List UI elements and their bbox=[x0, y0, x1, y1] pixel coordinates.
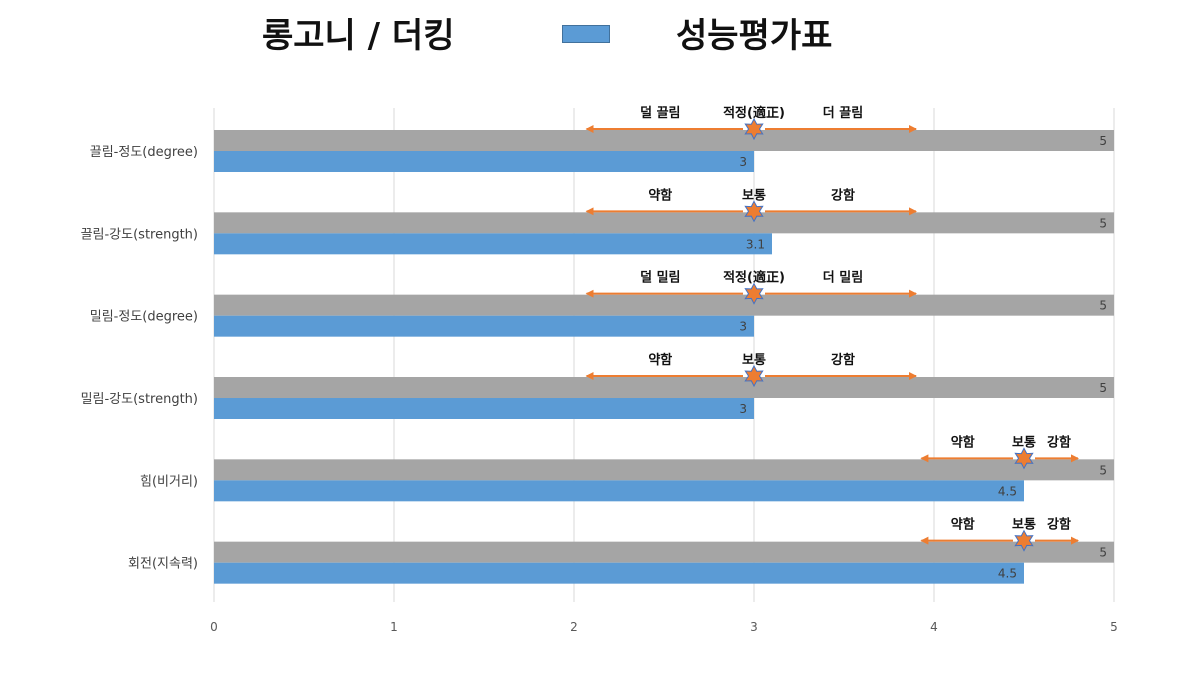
data-label-max: 5 bbox=[1099, 299, 1107, 313]
annotation-center-label: 적정(適正) bbox=[723, 105, 785, 121]
annotation-left-label: 약함 bbox=[648, 352, 672, 368]
data-label-max: 5 bbox=[1099, 134, 1107, 148]
data-label-max: 5 bbox=[1099, 463, 1107, 477]
annotation-center-label: 보통 bbox=[742, 353, 766, 368]
category-label: 끌림-강도(strength) bbox=[81, 227, 198, 242]
annotation-left-label: 약함 bbox=[951, 517, 975, 533]
annotation-center-label: 보통 bbox=[1012, 435, 1036, 450]
x-tick-label: 5 bbox=[1110, 620, 1118, 634]
bar-value bbox=[214, 233, 772, 255]
data-label-max: 5 bbox=[1099, 381, 1107, 395]
category-label: 끌림-정도(degree) bbox=[90, 145, 198, 160]
bar-max bbox=[214, 459, 1114, 481]
annotation-star bbox=[744, 282, 764, 305]
annotation-left-label: 덜 끌림 bbox=[640, 105, 680, 121]
bar-value bbox=[214, 398, 754, 419]
data-label-value: 4.5 bbox=[998, 484, 1017, 498]
data-label-value: 3.1 bbox=[746, 237, 765, 251]
bar-value bbox=[214, 562, 1024, 584]
annotation-center-label: 적정(適正) bbox=[723, 270, 785, 286]
annotation-star bbox=[744, 200, 764, 223]
annotation-star bbox=[744, 364, 764, 388]
bar-max bbox=[214, 130, 1114, 151]
data-label-max: 5 bbox=[1099, 546, 1107, 560]
chart-title-right: 성능평가표 bbox=[676, 16, 833, 56]
data-label-value: 3 bbox=[739, 320, 747, 334]
annotation-center-label: 보통 bbox=[742, 188, 766, 203]
legend-swatch bbox=[562, 25, 610, 43]
data-label-value: 4.5 bbox=[998, 567, 1017, 581]
annotation-right-label: 강함 bbox=[1047, 434, 1071, 450]
category-label: 밀림-강도(strength) bbox=[81, 392, 198, 407]
x-tick-label: 4 bbox=[930, 620, 938, 634]
x-tick-label: 2 bbox=[570, 620, 578, 634]
annotation-right-label: 강함 bbox=[1047, 517, 1071, 533]
annotation-star bbox=[1014, 447, 1034, 470]
annotation-right-label: 강함 bbox=[831, 187, 855, 203]
bar-max bbox=[214, 212, 1114, 234]
x-tick-label: 0 bbox=[210, 620, 218, 634]
annotation-left-label: 덜 밀림 bbox=[640, 270, 680, 286]
bar-value bbox=[214, 315, 754, 337]
category-label: 밀림-정도(degree) bbox=[90, 310, 198, 325]
annotation-right-label: 강함 bbox=[831, 352, 855, 368]
annotation-left-label: 약함 bbox=[951, 434, 975, 450]
annotation-right-label: 더 밀림 bbox=[823, 270, 863, 286]
bar-value bbox=[214, 480, 1024, 502]
x-tick-label: 3 bbox=[750, 620, 758, 634]
annotation-right-label: 더 끌림 bbox=[823, 105, 863, 121]
annotation-star bbox=[1014, 529, 1034, 552]
bar-value bbox=[214, 151, 754, 172]
annotation-star bbox=[744, 117, 764, 141]
data-label-max: 5 bbox=[1099, 216, 1107, 230]
x-tick-label: 1 bbox=[390, 620, 398, 634]
data-label-value: 3 bbox=[739, 155, 747, 169]
category-label: 회전(지속력) bbox=[128, 557, 198, 572]
chart-title-left: 롱고니 / 더킹 bbox=[262, 16, 455, 56]
category-label: 힘(비거리) bbox=[140, 474, 198, 489]
bar-max bbox=[214, 294, 1114, 316]
annotation-left-label: 약함 bbox=[648, 187, 672, 203]
bar-max bbox=[214, 377, 1114, 398]
data-label-value: 3 bbox=[739, 402, 747, 416]
annotation-center-label: 보통 bbox=[1012, 518, 1036, 533]
bar-max bbox=[214, 541, 1114, 563]
